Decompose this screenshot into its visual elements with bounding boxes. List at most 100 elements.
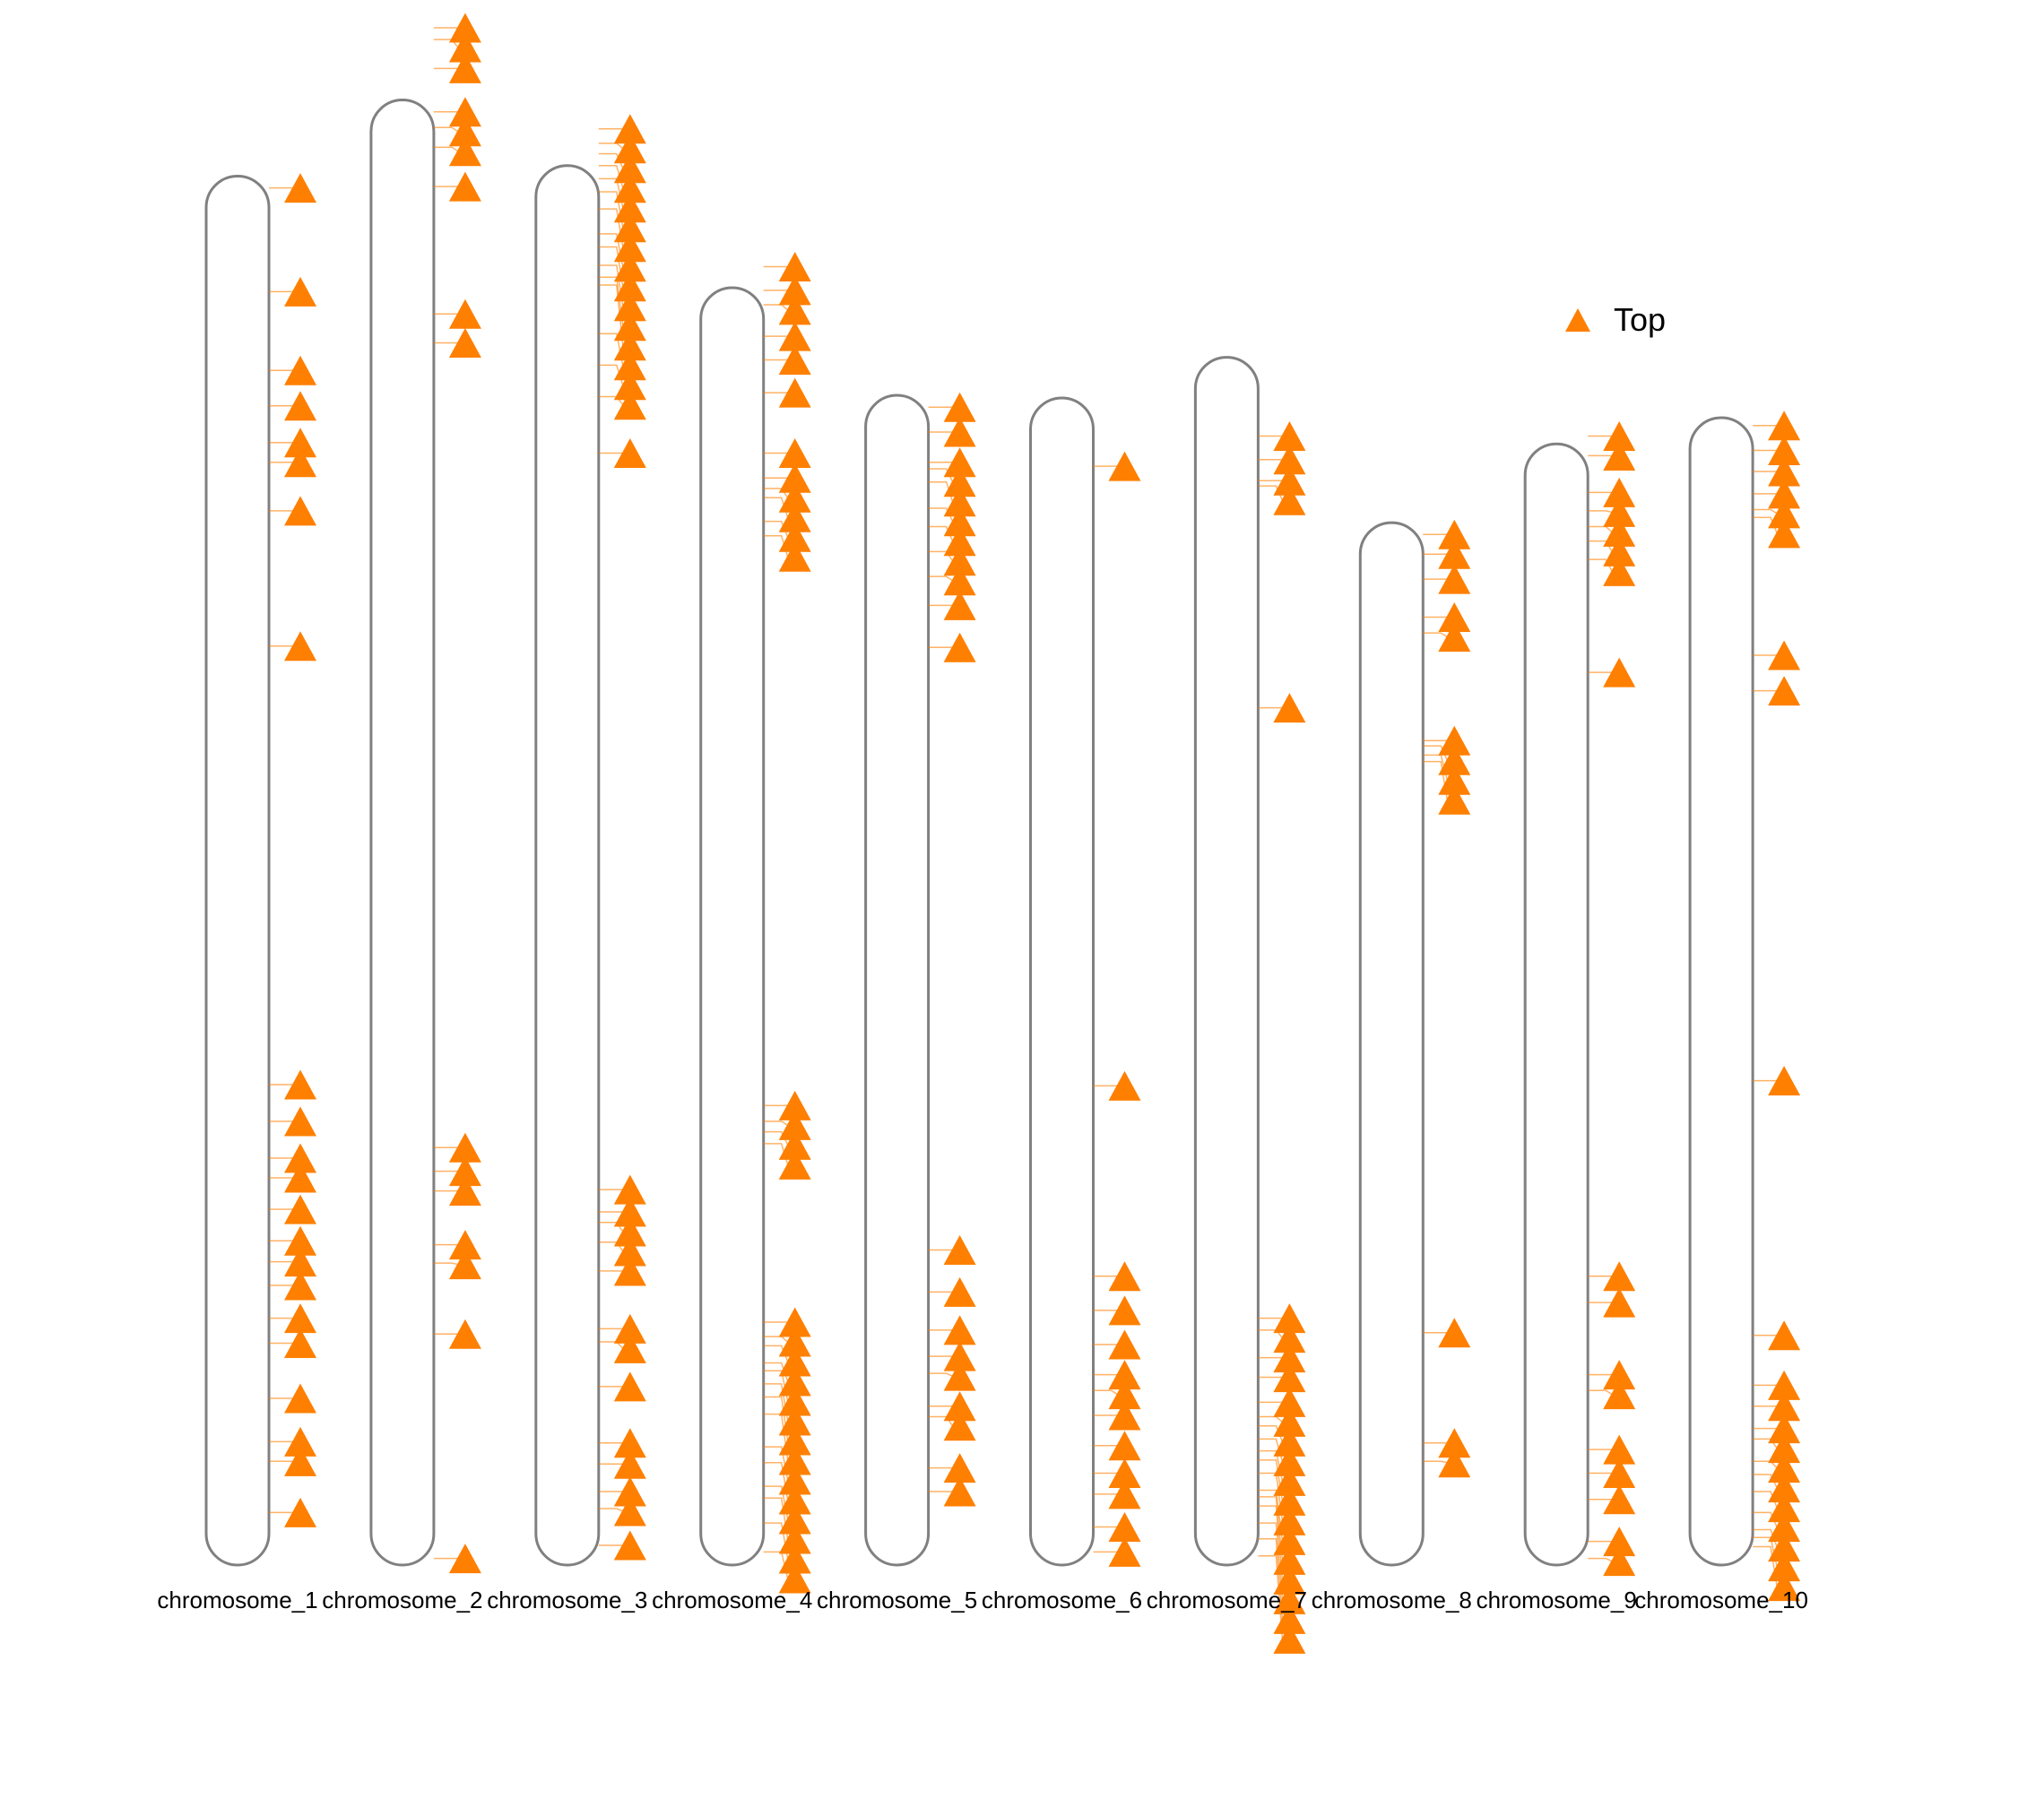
marker-triangle xyxy=(448,1250,481,1280)
chromosome-label: chromosome_9 xyxy=(1477,1587,1637,1613)
marker-triangle xyxy=(943,526,976,557)
marker-triangle xyxy=(943,417,976,447)
marker-connector xyxy=(1423,1460,1448,1464)
marker-connector xyxy=(1753,1511,1778,1527)
chromosome-label: chromosome_2 xyxy=(322,1587,482,1613)
marker-connector xyxy=(598,1508,624,1512)
marker-triangle xyxy=(943,447,976,478)
marker-connector xyxy=(598,152,624,169)
marker-connector xyxy=(1423,745,1448,761)
marker-triangle xyxy=(1273,1343,1306,1373)
marker-triangle xyxy=(778,482,811,513)
marker-triangle xyxy=(284,496,316,526)
marker-triangle xyxy=(284,1194,316,1224)
marker-connector xyxy=(1258,1415,1283,1423)
marker-connector xyxy=(763,1130,789,1146)
marker-connector xyxy=(928,1372,953,1377)
marker-triangle xyxy=(943,392,976,422)
marker-triangle xyxy=(778,377,811,408)
marker-triangle xyxy=(284,391,316,421)
marker-triangle xyxy=(1438,602,1471,633)
chromosome-label: chromosome_1 xyxy=(157,1587,317,1613)
marker-triangle xyxy=(778,1484,811,1515)
marker-triangle xyxy=(613,1333,646,1363)
marker-triangle xyxy=(613,331,646,361)
legend: Top xyxy=(1565,301,1666,338)
marker-triangle xyxy=(778,1445,811,1475)
marker-triangle xyxy=(1768,436,1801,466)
marker-triangle xyxy=(613,1313,646,1344)
marker-triangle xyxy=(778,1425,811,1456)
marker-triangle xyxy=(778,1504,811,1535)
marker-connector xyxy=(433,126,459,133)
marker-triangle xyxy=(943,590,976,620)
marker-triangle xyxy=(284,1247,316,1277)
marker-triangle xyxy=(1603,657,1636,688)
marker-triangle xyxy=(1603,556,1636,586)
marker-triangle xyxy=(1768,1492,1801,1523)
marker-triangle xyxy=(613,232,646,263)
marker-triangle xyxy=(284,173,316,203)
marker-connector xyxy=(1588,510,1613,514)
marker-triangle xyxy=(1273,1485,1306,1516)
marker-triangle xyxy=(613,114,646,144)
marker-triangle xyxy=(1108,1360,1141,1390)
marker-triangle xyxy=(1273,1623,1306,1654)
marker-triangle xyxy=(1603,1360,1636,1390)
chromosome-label: chromosome_3 xyxy=(487,1587,647,1613)
marker-triangle xyxy=(778,1090,811,1120)
chromosome-body-4 xyxy=(699,286,766,1567)
legend-triangle-icon xyxy=(1565,308,1590,332)
marker-connector xyxy=(763,1336,789,1343)
marker-triangle xyxy=(1768,1370,1801,1400)
chromosome-label: chromosome_4 xyxy=(652,1587,812,1613)
marker-triangle xyxy=(943,546,976,576)
marker-triangle xyxy=(778,252,811,282)
marker-triangle xyxy=(1603,477,1636,507)
marker-triangle xyxy=(1108,1536,1141,1567)
marker-triangle xyxy=(448,32,481,63)
marker-triangle xyxy=(284,1426,316,1457)
chromosome-body-8 xyxy=(1358,521,1425,1567)
chromosome-body-1 xyxy=(204,174,271,1567)
marker-triangle xyxy=(613,1174,646,1205)
marker-connector xyxy=(598,143,624,150)
marker-triangle xyxy=(284,1446,316,1476)
marker-triangle xyxy=(1273,1564,1306,1595)
marker-triangle xyxy=(613,252,646,282)
marker-connector xyxy=(928,468,954,483)
marker-triangle xyxy=(284,276,316,307)
chromosome-label: chromosome_8 xyxy=(1312,1587,1472,1613)
marker-triangle xyxy=(1108,451,1141,481)
marker-triangle xyxy=(778,541,811,572)
marker-triangle xyxy=(448,298,481,329)
marker-triangle xyxy=(613,153,646,184)
marker-triangle xyxy=(1768,1453,1801,1483)
marker-connector xyxy=(433,146,459,152)
marker-connector xyxy=(1588,1389,1613,1396)
marker-triangle xyxy=(943,632,976,662)
marker-triangle xyxy=(1108,1261,1141,1292)
marker-triangle xyxy=(613,437,646,468)
marker-triangle xyxy=(1273,1466,1306,1496)
marker-triangle xyxy=(1108,1431,1141,1461)
marker-triangle xyxy=(943,467,976,497)
marker-triangle xyxy=(1438,725,1471,756)
marker-triangle xyxy=(778,1149,811,1180)
marker-triangle xyxy=(1603,536,1636,567)
marker-triangle xyxy=(778,1405,811,1436)
marker-triangle xyxy=(943,1476,976,1507)
marker-triangle xyxy=(1768,1532,1801,1562)
marker-triangle xyxy=(284,1303,316,1334)
marker-triangle xyxy=(1273,1406,1306,1437)
marker-triangle xyxy=(778,1327,811,1357)
marker-triangle xyxy=(1273,485,1306,515)
marker-triangle xyxy=(778,1307,811,1337)
marker-triangle xyxy=(778,522,811,552)
marker-connector xyxy=(928,525,954,542)
marker-connector xyxy=(1588,558,1613,572)
marker-triangle xyxy=(448,1544,481,1574)
marker-triangle xyxy=(613,1256,646,1286)
marker-triangle xyxy=(778,1544,811,1574)
